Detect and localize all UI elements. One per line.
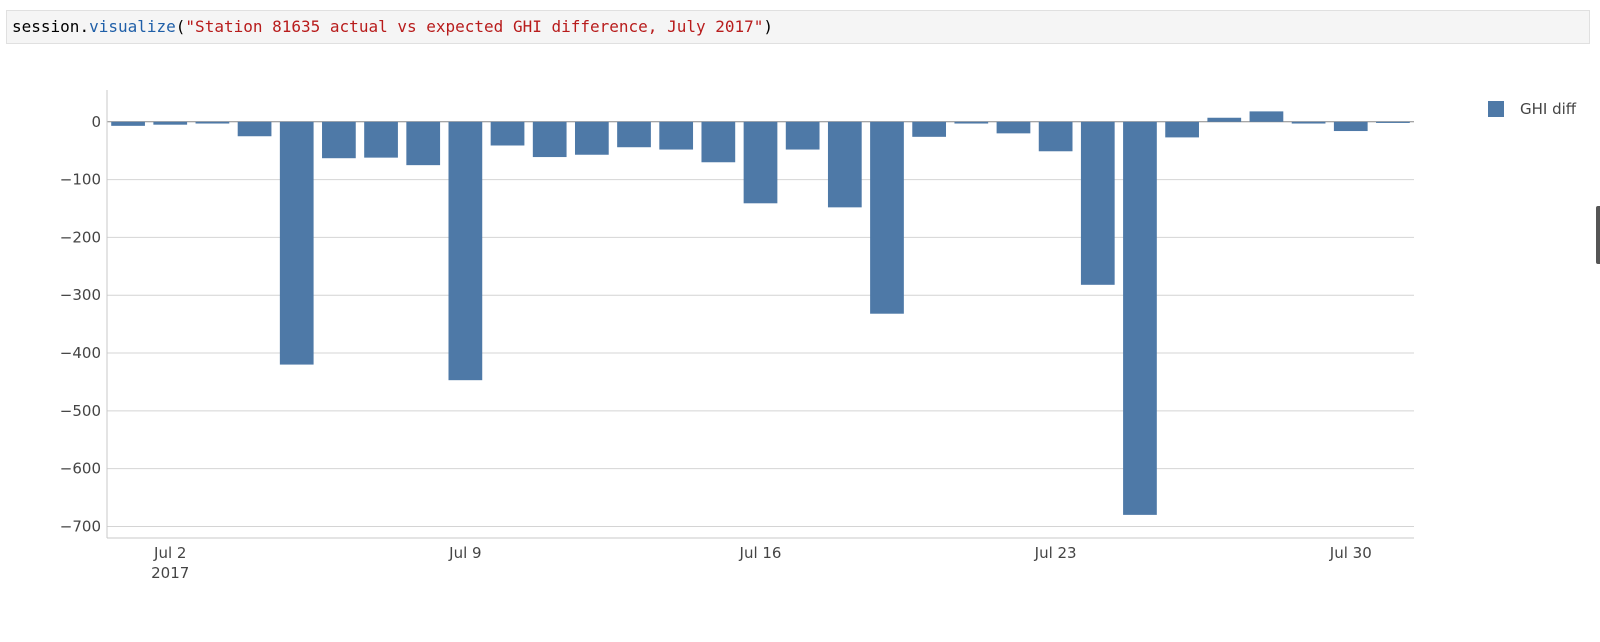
bar[interactable] <box>1207 117 1242 122</box>
bar[interactable] <box>1333 121 1368 132</box>
bar[interactable] <box>153 121 188 125</box>
bar[interactable] <box>279 121 314 365</box>
legend-swatch-icon <box>1488 101 1504 117</box>
bar[interactable] <box>701 121 736 163</box>
bar[interactable] <box>195 121 230 124</box>
bar[interactable] <box>237 121 272 137</box>
x-tick-label: Jul 2 <box>153 544 186 562</box>
bar[interactable] <box>743 121 778 204</box>
bar[interactable] <box>322 121 356 159</box>
chart-area: 0 −100 −200 −300 −400 −500 −600 −700 Jul 2 2017 Ju… <box>0 70 1600 630</box>
bar[interactable] <box>448 121 483 381</box>
bar[interactable] <box>870 121 904 314</box>
x-tick-label: Jul 23 <box>1034 544 1077 562</box>
x-tick-label: Jul 16 <box>739 544 782 562</box>
bar[interactable] <box>1123 121 1157 515</box>
legend-label: GHI diff <box>1520 100 1577 118</box>
code-dot: . <box>79 17 90 36</box>
bar[interactable] <box>1376 121 1410 123</box>
bar-chart: 0 −100 −200 −300 −400 −500 −600 −700 Jul 2 2017 Ju… <box>60 90 1414 582</box>
bar[interactable] <box>659 121 694 150</box>
bar[interactable] <box>954 121 989 124</box>
bar[interactable] <box>1291 121 1326 124</box>
y-tick-label: −200 <box>60 228 101 246</box>
legend[interactable]: GHI diff <box>1488 100 1576 118</box>
x-tick-label: Jul 9 <box>448 544 481 562</box>
bar[interactable] <box>532 121 567 158</box>
y-tick-label: −500 <box>60 402 101 420</box>
bar[interactable] <box>996 121 1031 134</box>
bar[interactable] <box>364 121 398 158</box>
y-tick-label: −100 <box>60 171 101 189</box>
bar[interactable] <box>1249 111 1284 122</box>
bar[interactable] <box>617 121 651 148</box>
code-object: session <box>12 17 80 36</box>
bar[interactable] <box>1165 121 1199 138</box>
y-tick-label: −600 <box>60 460 101 478</box>
scrollbar-handle[interactable] <box>1596 206 1600 264</box>
bar[interactable] <box>912 121 947 137</box>
bar[interactable] <box>406 121 441 166</box>
code-open-paren: ( <box>175 17 186 36</box>
bar[interactable] <box>785 121 820 150</box>
bar[interactable] <box>574 121 609 155</box>
code-cell[interactable]: session.visualize("Station 81635 actual … <box>6 10 1590 44</box>
y-tick-label: −400 <box>60 344 101 362</box>
code-close-paren: ) <box>763 17 774 36</box>
bar[interactable] <box>827 121 862 208</box>
y-tick-label: −700 <box>60 517 101 535</box>
y-tick-label: −300 <box>60 286 101 304</box>
y-tick-label: 0 <box>91 113 101 131</box>
code-method: visualize <box>89 17 176 36</box>
code-argument: "Station 81635 actual vs expected GHI di… <box>185 17 764 36</box>
bar[interactable] <box>111 121 145 126</box>
bar[interactable] <box>1038 121 1073 152</box>
bar[interactable] <box>490 121 525 146</box>
x-tick-year-label: 2017 <box>151 564 189 582</box>
bar[interactable] <box>1080 121 1115 285</box>
x-tick-label: Jul 30 <box>1329 544 1372 562</box>
